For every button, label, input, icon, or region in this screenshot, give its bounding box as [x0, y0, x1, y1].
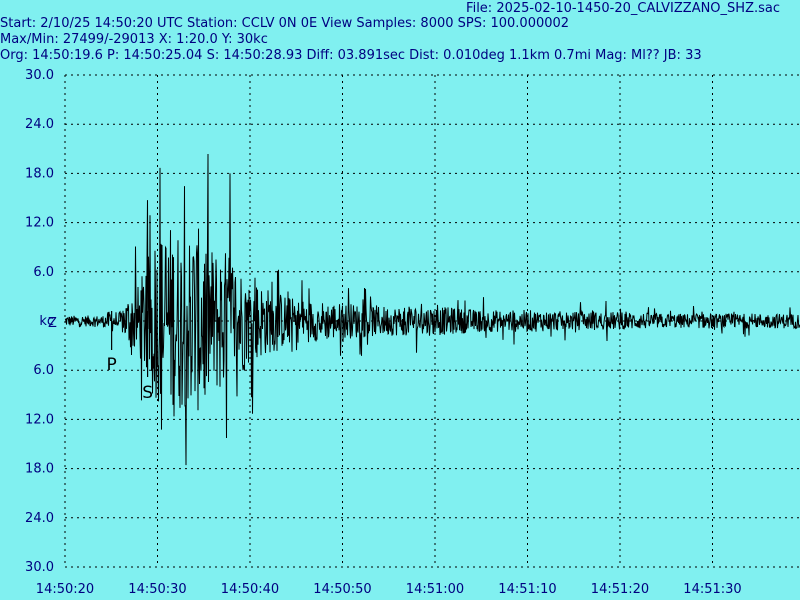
y-tick-label: 18.0: [25, 166, 54, 181]
y-tick-label: 12.0: [25, 412, 54, 427]
y-tick-label: 12.0: [25, 216, 54, 231]
y-tick-label: kc: [39, 314, 54, 329]
y-tick-label: 30.0: [25, 560, 54, 575]
origin-phase-label: Org: 14:50:19.6 P: 14:50:25.04 S: 14:50:…: [0, 48, 702, 63]
file-name-label: File: 2025-02-10-1450-20_CALVIZZANO_SHZ.…: [466, 1, 780, 16]
x-tick-label: 14:50:40: [221, 582, 279, 597]
x-tick-label: 14:51:00: [406, 582, 464, 597]
max-min-label: Max/Min: 27499/-29013 X: 1:20.0 Y: 30kc: [0, 32, 268, 47]
y-tick-label: 30.0: [25, 68, 54, 83]
y-tick-label: 6.0: [33, 363, 54, 378]
y-tick-label: 24.0: [25, 511, 54, 526]
x-tick-label: 14:51:30: [683, 582, 741, 597]
x-tick-labels: 14:50:20 14:50:30 14:50:40 14:50:50 14:51:00…: [36, 582, 742, 597]
phase-marker-label: S: [142, 383, 153, 403]
x-tick-label: 14:51:20: [591, 582, 649, 597]
start-station-label: Start: 2/10/25 14:50:20 UTC Station: CCL…: [0, 16, 570, 31]
y-tick-label: 24.0: [25, 117, 54, 132]
y-tick-label: 6.0: [33, 265, 54, 280]
y-tick-labels: 30.0 24.0 18.0 12.0 6.0 kc 6.0 12.0 18.0 24.0 30.0: [25, 68, 54, 575]
channel-label: Z: [48, 316, 57, 331]
x-tick-label: 14:50:20: [36, 582, 94, 597]
y-tick-label: 18.0: [25, 462, 54, 477]
phase-markers: PS: [106, 311, 153, 403]
phase-marker-label: P: [106, 355, 116, 375]
seismic-trace: [64, 153, 800, 466]
x-tick-label: 14:50:50: [313, 582, 371, 597]
x-tick-label: 14:51:10: [498, 582, 556, 597]
x-tick-label: 14:50:30: [128, 582, 186, 597]
